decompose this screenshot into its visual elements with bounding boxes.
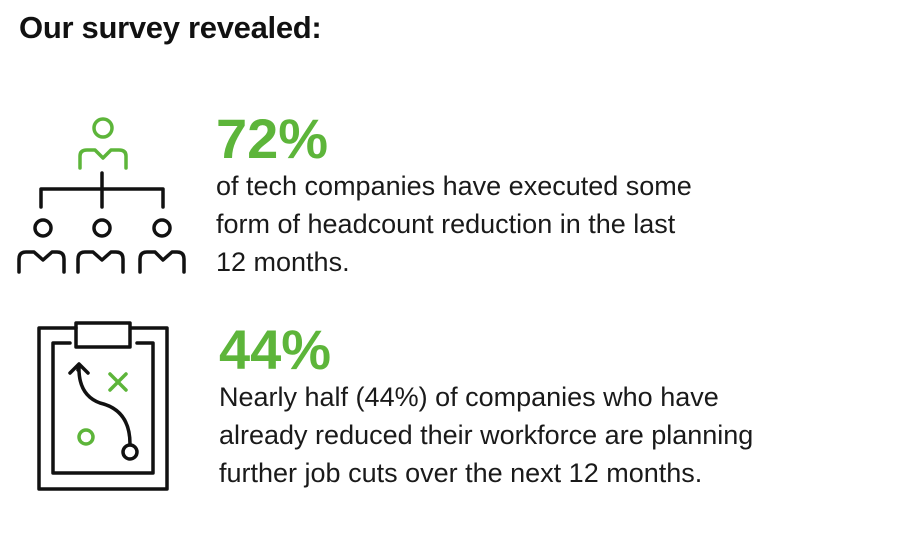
stat-description-line: 12 months.: [216, 247, 350, 277]
strategy-clipboard-icon: [37, 321, 169, 491]
org-chart-icon: [17, 117, 186, 274]
stat-description-line: further job cuts over the next 12 months…: [219, 458, 703, 488]
page-title: Our survey revealed:: [19, 10, 322, 45]
stat-description-line: Nearly half (44%) of companies who have: [219, 382, 719, 412]
stat-description-line: already reduced their workforce are plan…: [219, 420, 754, 450]
stat-percent: 44%: [219, 318, 332, 381]
stat-description-line: form of headcount reduction in the last: [216, 209, 676, 239]
stat-description-line: of tech companies have executed some: [216, 171, 692, 201]
stat-headcount-reduction: 72% of tech companies have executed some…: [216, 111, 776, 281]
stat-percent: 72%: [216, 107, 329, 170]
stat-further-cuts: 44% Nearly half (44%) of companies who h…: [219, 322, 839, 492]
